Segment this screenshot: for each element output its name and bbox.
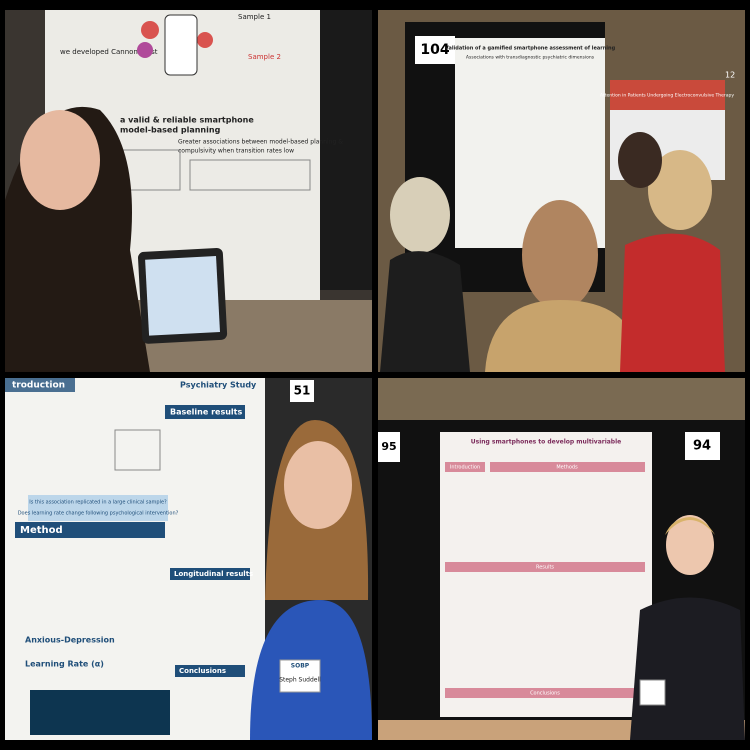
- poster-heading: Conclusions: [179, 667, 226, 675]
- poster-text: a valid & reliable smartphone: [120, 116, 254, 125]
- photo-top-right: 104 Validation of a gamified smartphone …: [378, 10, 745, 372]
- poster-text: Anxious-Depression: [25, 636, 115, 645]
- photo-bottom-left: 51 troduction troduction Psychiatry Stud…: [5, 378, 372, 740]
- poster-number: 104: [420, 42, 449, 58]
- poster-number: 94: [693, 439, 711, 454]
- poster-title: Attention in Patients Undergoing Electro…: [600, 93, 734, 99]
- poster-title: Using smartphones to develop multivariab…: [471, 439, 621, 446]
- poster-heading: Method: [20, 525, 63, 536]
- poster-text: model-based planning: [120, 126, 221, 135]
- poster-text: compulsivity when transition rates low: [178, 148, 294, 155]
- poster-heading: Psychiatry Study: [180, 381, 257, 390]
- poster-text: Sample 2: [248, 53, 281, 61]
- photo-top-left: we developed Cannon Blast Sample 1 Sampl…: [5, 10, 372, 373]
- poster-number: 12: [725, 71, 735, 80]
- badge-text: Steph Suddell: [279, 677, 321, 684]
- poster-number: 51: [294, 384, 311, 398]
- badge-text: SOBP: [291, 663, 310, 670]
- poster-heading: Conclusions: [530, 691, 560, 697]
- poster-text: Is this association replicated in a larg…: [29, 500, 167, 506]
- poster-heading: troduction: [12, 381, 65, 391]
- poster-text: Greater associations between model-based…: [178, 139, 343, 146]
- poster-heading: Results: [536, 565, 554, 571]
- poster-text: Does learning rate change following psyc…: [18, 511, 179, 517]
- poster-title: Validation of a gamified smartphone asse…: [445, 46, 616, 52]
- poster-text: we developed Cannon Blast: [60, 48, 158, 56]
- poster-heading: Methods: [556, 465, 578, 471]
- poster-heading: Introduction: [450, 465, 480, 471]
- poster-heading: Longitudinal results: [174, 570, 253, 578]
- poster-heading: Baseline results: [170, 408, 242, 417]
- poster-text: Learning Rate (α): [25, 660, 104, 669]
- poster-number: 95: [381, 440, 396, 453]
- poster-subtitle: Associations with transdiagnostic psychi…: [466, 55, 595, 61]
- photo-bottom-right: 95 94 Using smartphones to develop multi…: [378, 378, 745, 740]
- poster-text: Sample 1: [238, 13, 271, 21]
